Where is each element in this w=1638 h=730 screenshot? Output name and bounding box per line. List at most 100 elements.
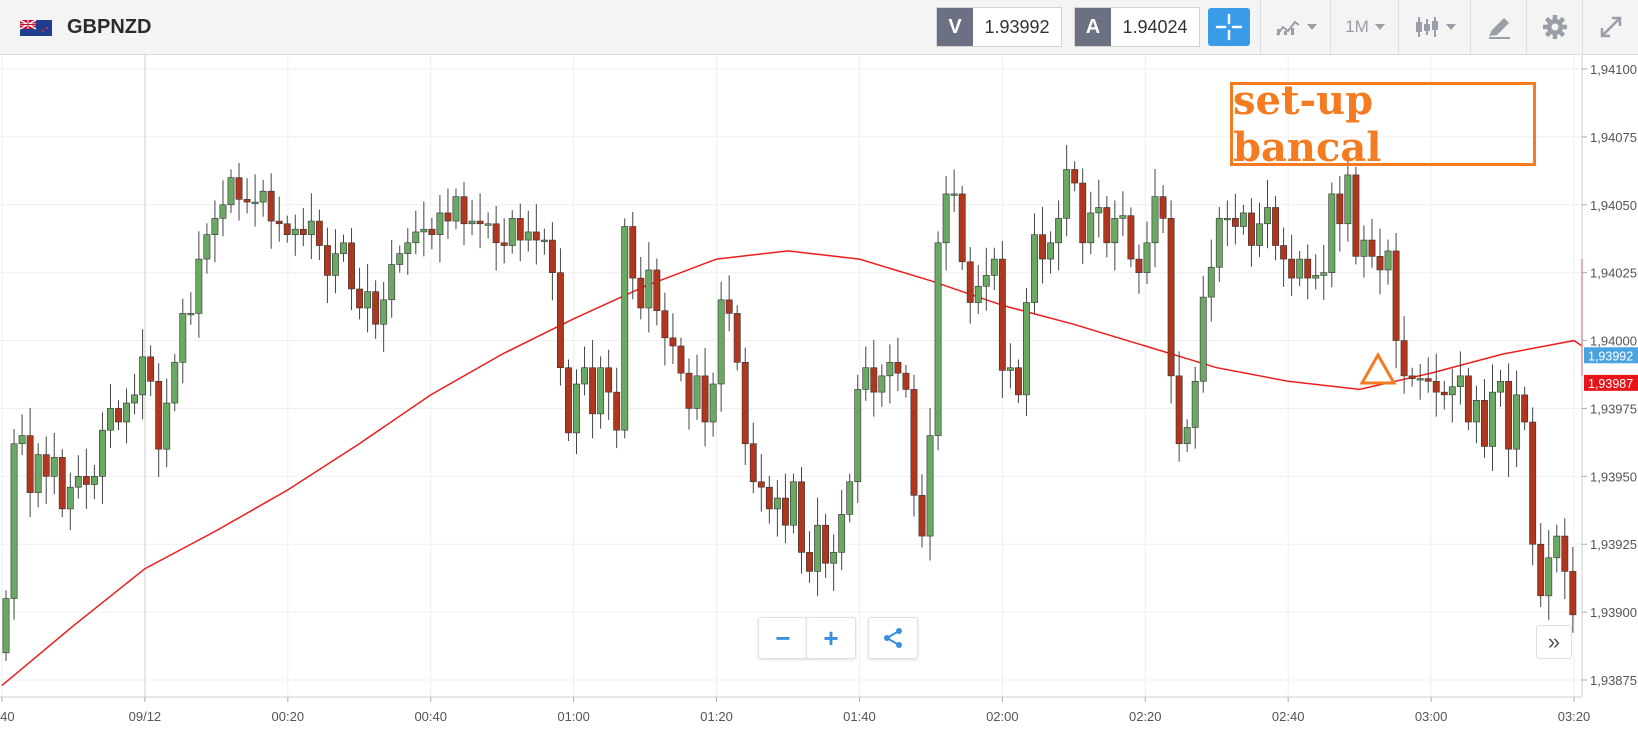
candle-up [420, 228, 428, 233]
candle-up [307, 220, 315, 235]
candle-up [219, 204, 227, 219]
share-button[interactable] [868, 617, 918, 659]
candle-up [1063, 169, 1071, 219]
time-tick-label: 02:20 [1129, 709, 1162, 724]
candle-down [1464, 375, 1472, 423]
price-tick-label: 1,93950 [1590, 469, 1637, 484]
chart-type-button[interactable] [1260, 0, 1331, 54]
candle-down [1408, 375, 1416, 379]
buy-quote[interactable]: A 1.94024 [1074, 7, 1200, 47]
candle-up [404, 242, 412, 254]
candle-up [942, 193, 950, 244]
candle-up [1191, 380, 1199, 428]
candle-down [1079, 182, 1087, 244]
candle-up [388, 264, 396, 301]
candle-up [90, 476, 98, 485]
timeframe-button[interactable]: 1M [1330, 0, 1399, 54]
zoom-in-button[interactable]: + [806, 617, 856, 659]
candle-up [50, 457, 58, 477]
time-tick-label: 02:40 [1272, 709, 1305, 724]
candle-down [243, 199, 251, 203]
candle-up [982, 275, 990, 287]
candle-down [605, 367, 613, 393]
sell-tag[interactable]: V [937, 8, 973, 46]
candle-down [348, 242, 355, 290]
time-tick-label: 00:40 [414, 709, 447, 724]
time-tick-label: 01:00 [557, 709, 590, 724]
candle-down [966, 261, 974, 303]
candle-up [540, 239, 548, 242]
zoom-out-button[interactable]: − [758, 617, 808, 659]
candle-up [1183, 427, 1191, 445]
candle-up [1199, 296, 1207, 382]
candle-up [1384, 250, 1392, 271]
candle-down [749, 443, 757, 483]
candle-up [1312, 275, 1320, 279]
candle-down [315, 220, 323, 246]
chevron-down-icon [1307, 24, 1317, 30]
candle-up [468, 220, 476, 225]
time-tick-label: 03:20 [1558, 709, 1591, 724]
price-tick-label: 1,93875 [1590, 673, 1637, 688]
candle-down [757, 481, 765, 488]
candle-up [74, 476, 82, 488]
candle-up [508, 218, 516, 246]
candle-down [323, 245, 331, 276]
candle-down [476, 220, 484, 225]
settings-button[interactable] [1526, 0, 1583, 54]
candle-down [1521, 394, 1529, 423]
candle-down [275, 220, 283, 225]
candle-up [862, 367, 870, 390]
annotation-layer [1359, 351, 1397, 385]
candle-down [356, 288, 363, 309]
candle-down [653, 269, 661, 311]
chevron-down-icon [1374, 24, 1385, 30]
candle-up [1344, 174, 1352, 225]
candle-up [709, 383, 717, 423]
candle-style-button[interactable] [1398, 0, 1471, 54]
candle-down [1368, 239, 1376, 257]
candle-up [524, 231, 532, 241]
time-tick-label: 00:20 [272, 709, 305, 724]
candle-up [1047, 242, 1055, 260]
sell-quote[interactable]: V 1.93992 [936, 7, 1062, 47]
time-axis: 3:40 09/12 00:20 00:40 01:00 01:20 01:40 02:00 0… [0, 696, 1591, 724]
price-axis: 1,941001,940751,940501,940251,940001,939… [1581, 55, 1637, 697]
price-chart[interactable]: 1,941001,940751,940501,940251,940001,939… [0, 55, 1638, 730]
candle-down [565, 367, 572, 434]
candle-up [854, 389, 862, 483]
candle-up [1360, 239, 1368, 257]
draw-button[interactable] [1470, 0, 1527, 54]
buy-price[interactable]: 1.94024 [1122, 16, 1188, 37]
candle-up [364, 291, 372, 309]
candle-up [1215, 218, 1223, 268]
candle-up [926, 435, 934, 537]
candle-up [107, 408, 114, 431]
candle-down [998, 258, 1006, 371]
candle-up [1207, 266, 1215, 298]
candle-down [1336, 193, 1344, 225]
candle-down [1376, 256, 1384, 271]
candle-down [58, 457, 66, 510]
sell-price[interactable]: 1.93992 [984, 16, 1050, 37]
candle-down [765, 486, 773, 510]
fullscreen-button[interactable] [1582, 0, 1638, 54]
time-tick-label: 01:40 [843, 709, 876, 724]
candle-up [1055, 218, 1063, 244]
candle-up [452, 196, 460, 222]
candle-up [974, 285, 982, 303]
buy-tag[interactable]: A [1075, 8, 1111, 46]
candle-up [380, 299, 388, 325]
candle-down [798, 481, 805, 553]
candle-down [918, 495, 926, 537]
candle-down [1280, 245, 1288, 260]
candle-down [685, 372, 693, 409]
time-tick-label: 02:00 [986, 709, 1019, 724]
candle-down [1432, 380, 1440, 393]
candle-down [26, 435, 34, 493]
crosshair-button[interactable] [1208, 8, 1250, 46]
candle-up [1119, 215, 1127, 219]
candle-up [18, 435, 26, 445]
chevron-down-icon [1446, 24, 1456, 30]
scroll-right-button[interactable]: » [1536, 625, 1572, 659]
